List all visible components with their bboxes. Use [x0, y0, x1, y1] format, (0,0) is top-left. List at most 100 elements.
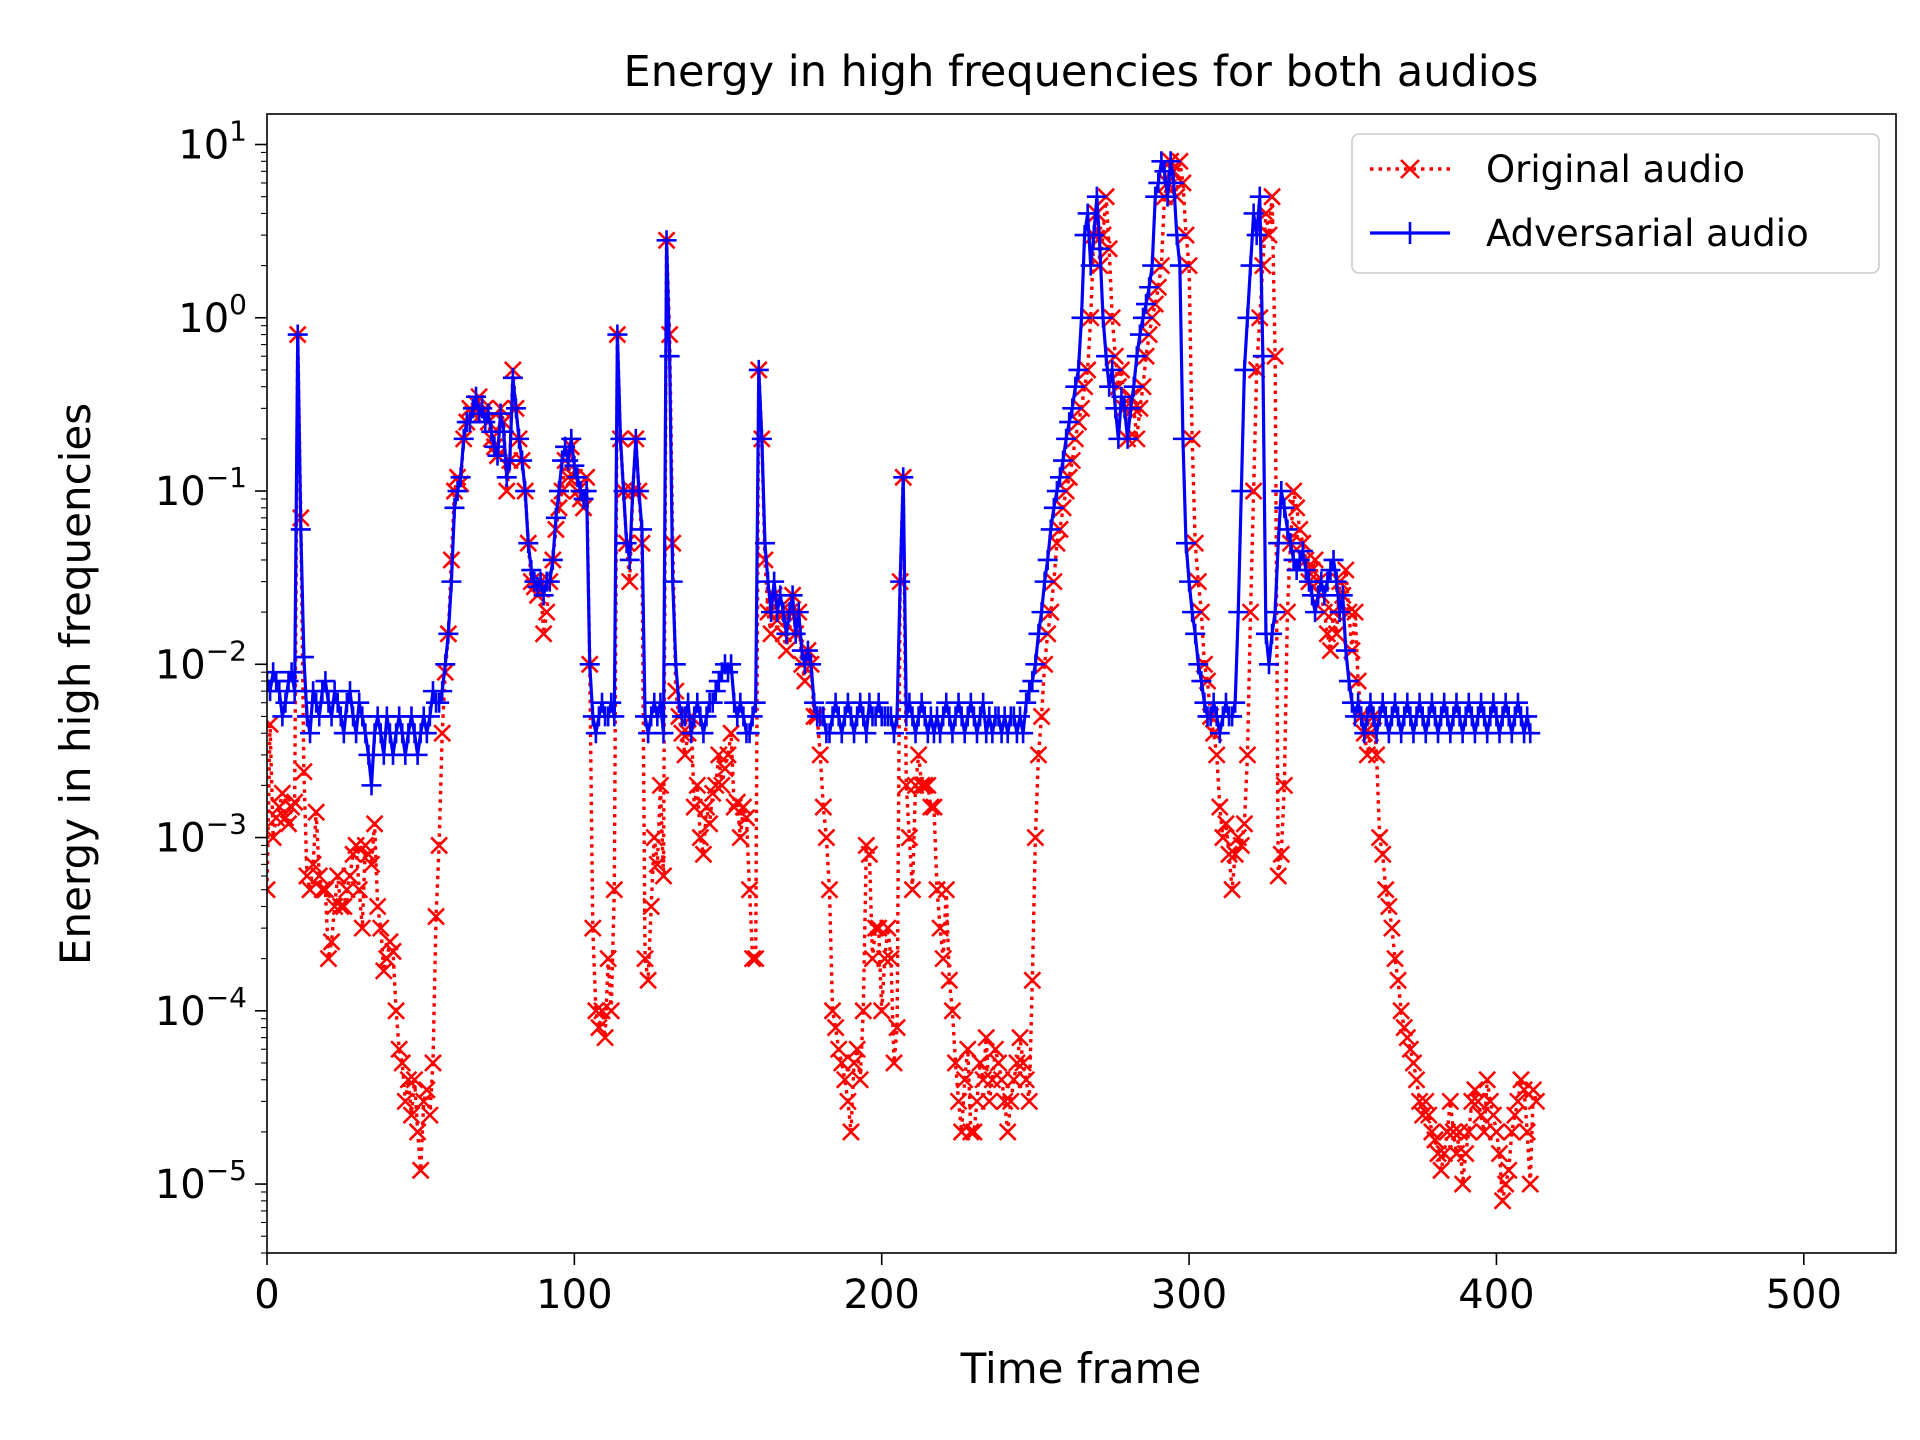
data-point	[1335, 640, 1356, 661]
data-point	[1014, 1054, 1033, 1072]
data-point	[1089, 238, 1110, 259]
data-point	[1295, 560, 1316, 581]
data-point	[1386, 949, 1404, 968]
y-tick-label: 100	[178, 288, 247, 342]
data-point	[1028, 623, 1049, 644]
data-point	[742, 706, 763, 727]
data-point	[1240, 255, 1261, 276]
data-point	[795, 672, 814, 690]
data-point	[430, 836, 449, 855]
data-point	[304, 855, 323, 874]
data-point	[1459, 1122, 1478, 1141]
data-point	[1166, 225, 1187, 246]
data-point	[845, 1054, 863, 1072]
data-point	[1241, 603, 1260, 622]
data-point	[1102, 359, 1123, 380]
data-point	[854, 1001, 873, 1020]
data-point	[888, 1018, 907, 1037]
ticks-layer: 0 100 200 300 400 500 10−5 10−4 10−3 10−2 10−1 100 1…	[155, 115, 1842, 1318]
data-point	[1410, 1092, 1429, 1111]
data-point	[688, 776, 707, 795]
data-point	[567, 467, 588, 488]
data-point	[835, 1070, 854, 1089]
data-point	[746, 949, 765, 968]
data-point	[1323, 549, 1344, 570]
data-point	[1037, 549, 1058, 570]
data-point	[722, 724, 741, 743]
data-point	[915, 776, 934, 795]
data-point	[548, 481, 569, 502]
data-point	[293, 647, 314, 668]
data-point	[1521, 1175, 1540, 1193]
data-point	[590, 1018, 608, 1037]
data-point	[1262, 623, 1283, 644]
data-point	[1080, 255, 1101, 276]
data-point	[1019, 681, 1040, 702]
data-point	[438, 623, 459, 644]
data-point	[989, 1054, 1008, 1072]
data-point	[505, 398, 526, 419]
data-point	[1395, 1018, 1414, 1037]
data-point	[1376, 880, 1395, 899]
data-point	[1518, 1122, 1537, 1141]
data-point	[642, 897, 661, 916]
data-point	[616, 533, 637, 554]
x-tick-label: 400	[1458, 1272, 1534, 1318]
data-point	[860, 845, 879, 864]
data-point	[665, 654, 686, 675]
data-point	[721, 654, 742, 675]
y-tick-label: 10−1	[155, 461, 247, 515]
data-point	[814, 798, 833, 816]
data-point	[1244, 482, 1263, 500]
data-point	[411, 1161, 430, 1180]
data-point	[719, 745, 737, 764]
data-point	[955, 1070, 974, 1089]
data-point	[1517, 706, 1538, 727]
data-point	[1232, 836, 1251, 855]
data-point	[319, 949, 338, 968]
data-point	[700, 814, 719, 833]
data-point	[419, 706, 440, 727]
x-tick-label: 200	[844, 1272, 920, 1318]
data-point	[1117, 428, 1138, 449]
data-point	[1327, 624, 1346, 643]
data-point	[371, 919, 390, 938]
data-point	[350, 880, 369, 899]
data-point	[416, 723, 437, 744]
data-point	[432, 681, 453, 702]
data-point	[604, 706, 625, 727]
data-point	[490, 403, 511, 424]
data-point	[890, 571, 911, 592]
data-point	[817, 828, 836, 847]
data-point	[542, 549, 563, 570]
data-point	[659, 346, 680, 367]
data-point	[1013, 723, 1034, 744]
data-point	[1272, 845, 1291, 864]
data-point	[310, 867, 329, 885]
data-point	[512, 450, 533, 471]
data-point	[1020, 1092, 1039, 1111]
data-point	[361, 775, 382, 796]
data-point	[450, 467, 471, 488]
data-point	[1287, 498, 1306, 517]
data-point	[875, 949, 894, 968]
data-point	[1083, 225, 1104, 246]
legend-marker-original	[1400, 159, 1420, 179]
data-point	[1426, 1130, 1444, 1149]
data-point	[313, 880, 332, 899]
data-point	[1093, 307, 1114, 328]
data-point	[284, 681, 305, 702]
data-point	[764, 571, 785, 592]
data-point	[545, 507, 566, 528]
data-point	[1338, 671, 1359, 692]
data-point	[1111, 386, 1132, 407]
data-point	[1231, 481, 1252, 502]
data-point	[407, 744, 428, 765]
data-point	[625, 428, 646, 449]
data-point	[1277, 519, 1298, 540]
data-point	[856, 723, 877, 744]
data-point	[1010, 706, 1031, 727]
data-point	[1413, 1106, 1432, 1125]
data-point	[628, 481, 649, 502]
data-point	[1220, 845, 1238, 864]
